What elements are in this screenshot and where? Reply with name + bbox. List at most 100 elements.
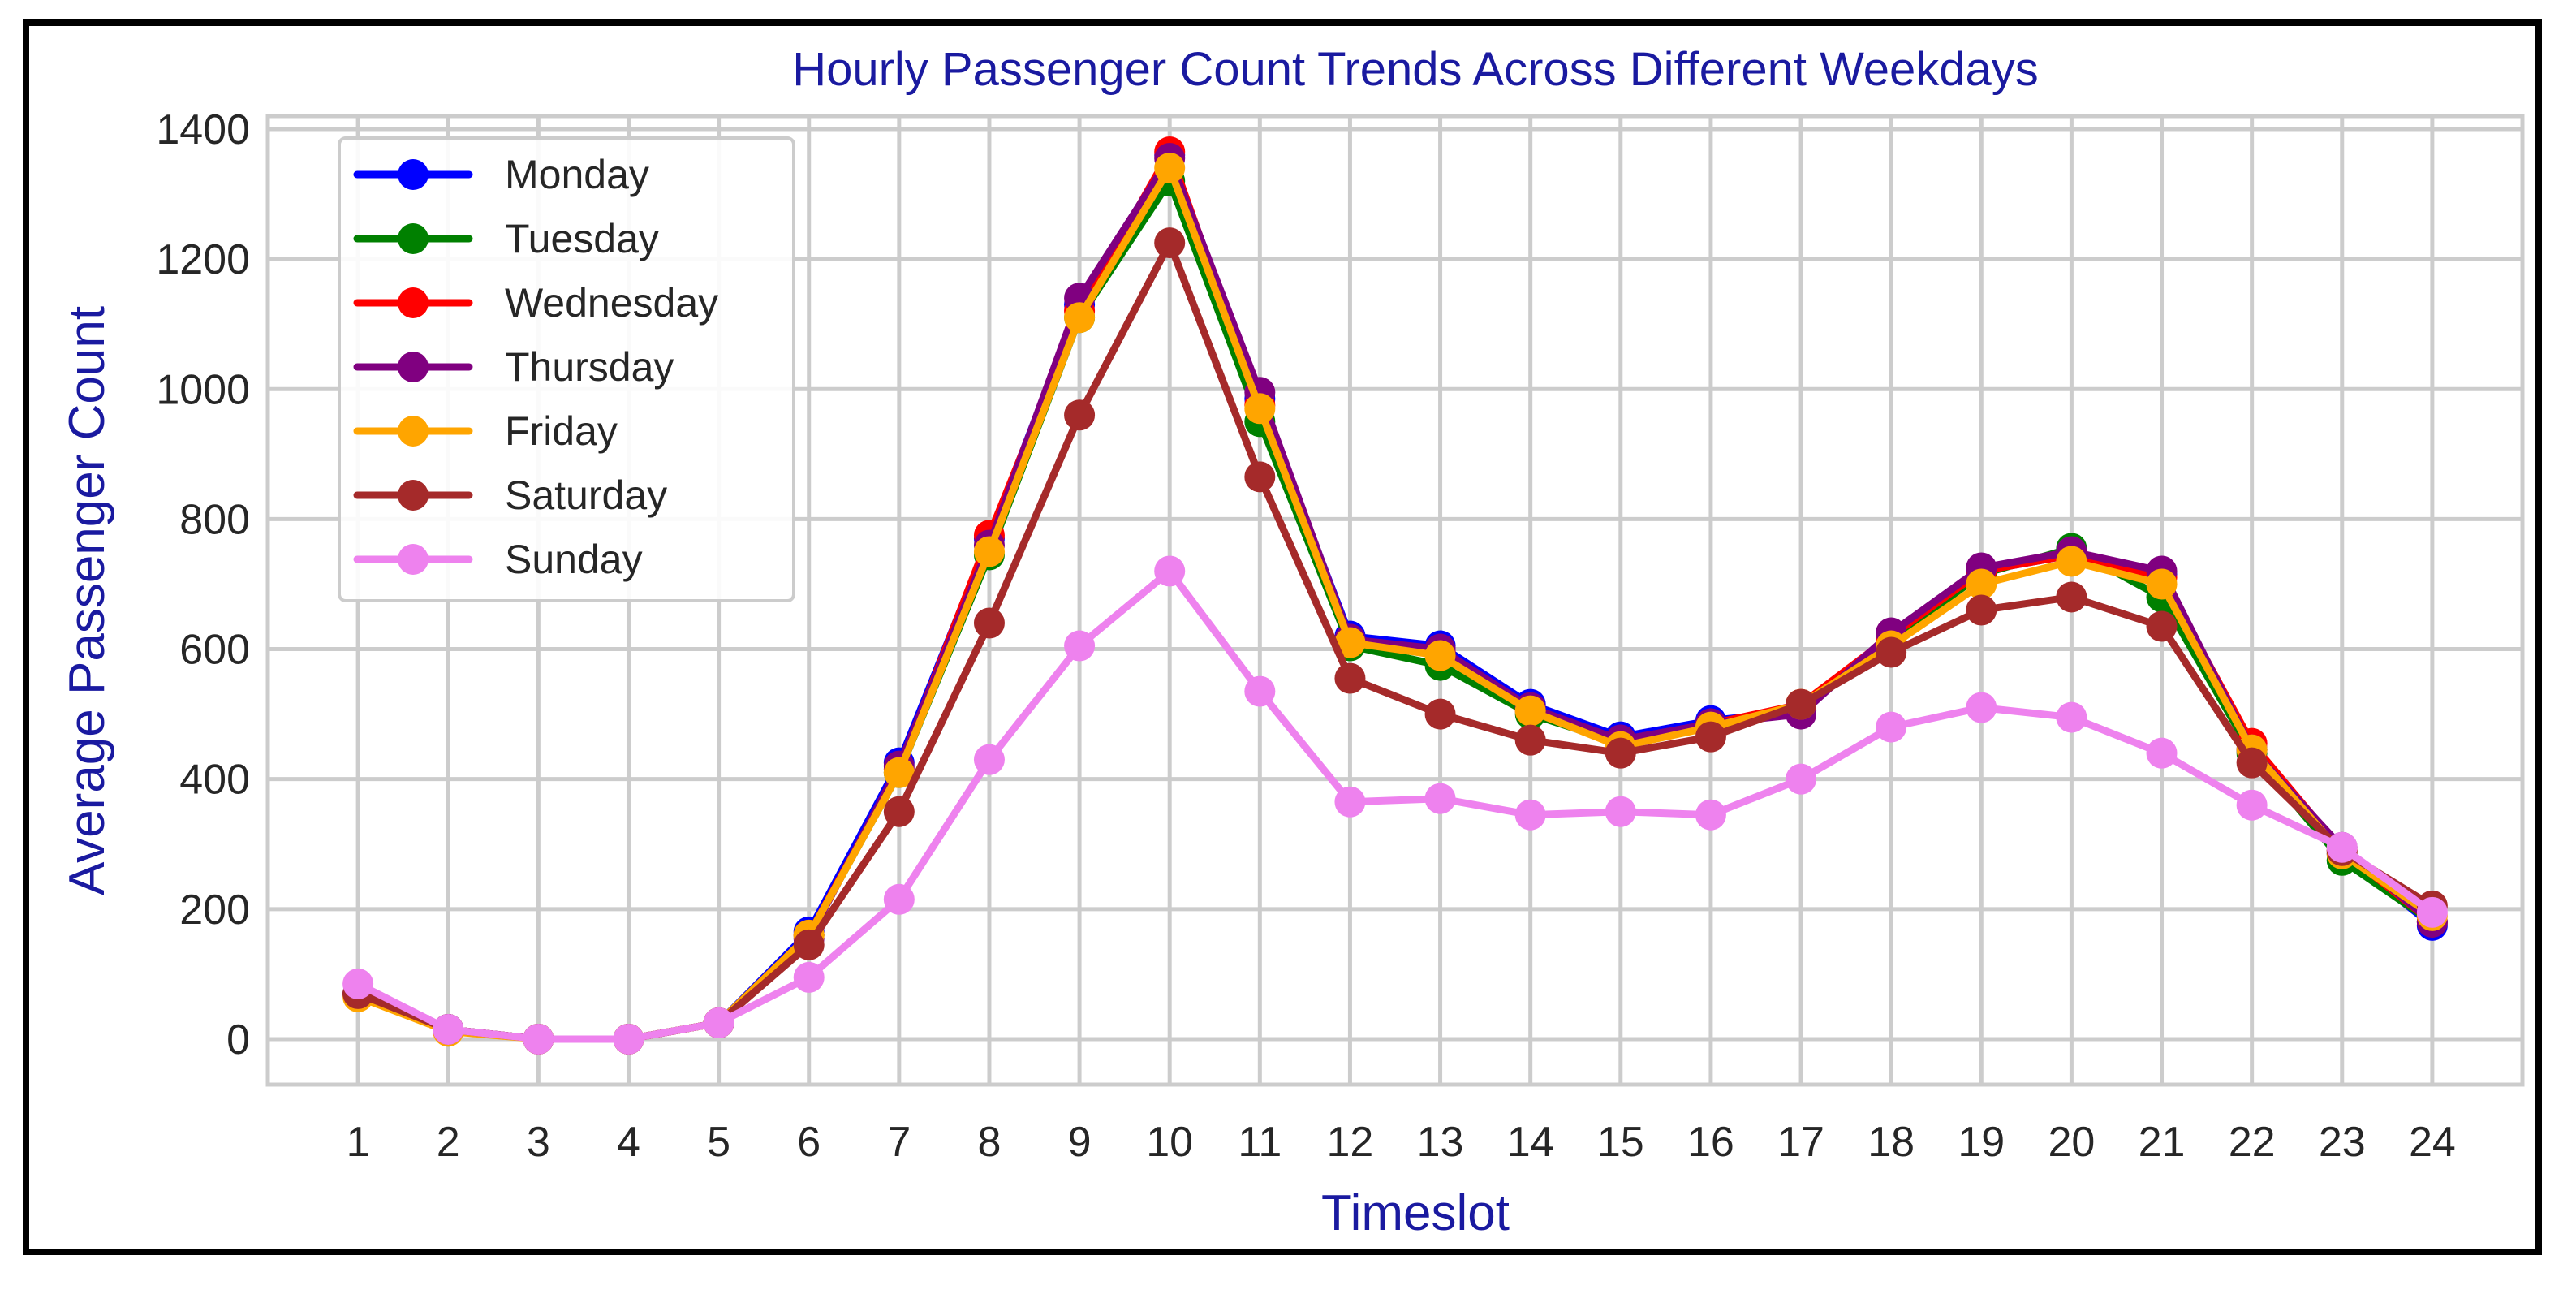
data-point [1154,555,1186,587]
legend-swatch-marker [398,416,429,447]
x-tick-label: 6 [797,1119,821,1166]
data-point [1244,675,1276,707]
data-point [1244,393,1276,425]
y-axis-label: Average Passenger Count [59,306,115,895]
data-point [1695,799,1726,831]
data-point [1154,227,1186,259]
y-axis-ticks: 0 200 400 600 800 1000 1200 1400 [156,106,250,1063]
data-point [883,757,915,788]
data-point [1514,799,1546,831]
legend-item: Saturday [353,472,667,518]
data-point [1064,302,1096,334]
data-point [1424,783,1456,814]
chart-title: Hourly Passenger Count Trends Across Dif… [792,43,2039,96]
y-tick-label: 400 [179,757,250,804]
x-axis-label: Timeslot [1321,1185,1510,1241]
data-point [1695,721,1726,753]
data-point [1514,695,1546,727]
data-point [883,883,915,915]
data-point [703,1007,734,1038]
legend-swatch-marker [398,287,429,318]
data-point [1514,724,1546,756]
legend-swatch-marker [398,159,429,190]
data-point [1966,692,1997,723]
data-point [1876,711,1907,743]
data-point [1424,640,1456,671]
legend-label: Tuesday [505,216,659,261]
data-point [1424,698,1456,730]
data-point [2326,831,2358,863]
legend-item: Sunday [353,537,643,582]
y-tick-label: 600 [179,627,250,674]
data-point [1605,796,1636,827]
legend-item: Friday [353,408,618,454]
legend-swatch-marker [398,480,429,511]
y-tick-label: 1400 [156,106,250,153]
x-tick-label: 7 [887,1119,911,1166]
data-point [342,968,374,999]
data-point [2146,568,2178,600]
x-tick-label: 15 [1597,1119,1644,1166]
data-point [973,744,1005,775]
data-point [2236,747,2268,779]
data-point [1154,153,1186,184]
data-point [1334,662,1366,694]
data-point [1966,594,1997,626]
data-point [523,1023,554,1055]
legend-label: Friday [505,408,618,454]
data-point [2056,581,2087,613]
data-point [1786,763,1817,795]
data-point [2146,737,2178,769]
legend-box [338,136,795,602]
legend: Monday Tuesday Wednesday Thursday Friday Satu… [338,136,795,602]
x-tick-label: 4 [617,1119,640,1166]
data-point [2416,896,2448,928]
x-tick-label: 13 [1417,1119,1464,1166]
legend-label: Thursday [505,344,674,390]
x-tick-label: 10 [1146,1119,1193,1166]
series-lines [342,136,2448,1055]
legend-swatch-marker [398,352,429,382]
data-point [1966,568,1997,600]
data-point [613,1023,644,1055]
x-tick-label: 23 [2319,1119,2366,1166]
x-axis-ticks: 1 2 3 4 5 6 7 8 9 10 11 12 13 14 15 16 17 18 19 20 21 22 23 24 [347,1119,2456,1166]
legend-item: Monday [353,152,649,197]
data-point [1064,630,1096,662]
x-tick-label: 2 [437,1119,460,1166]
x-tick-label: 17 [1777,1119,1824,1166]
x-tick-label: 20 [2048,1119,2095,1166]
data-point [973,607,1005,639]
y-tick-label: 800 [179,496,250,543]
data-point [2056,701,2087,733]
x-tick-label: 1 [347,1119,370,1166]
x-tick-label: 22 [2229,1119,2276,1166]
legend-swatch-marker [398,544,429,575]
legend-swatch-marker [398,223,429,254]
data-point [1334,786,1366,818]
x-tick-label: 3 [527,1119,550,1166]
x-tick-label: 8 [977,1119,1001,1166]
data-point [973,536,1005,567]
y-tick-label: 200 [179,887,250,934]
y-tick-label: 1200 [156,236,250,283]
series-sunday [342,555,2448,1055]
x-tick-label: 18 [1867,1119,1915,1166]
legend-label: Monday [505,152,649,197]
data-point [1244,461,1276,493]
data-point [2056,546,2087,577]
x-tick-label: 11 [1238,1119,1282,1166]
x-tick-label: 9 [1068,1119,1092,1166]
plot-area [265,114,2525,1087]
data-point [1334,627,1366,658]
y-tick-label: 0 [226,1016,250,1063]
x-tick-label: 24 [2409,1119,2456,1166]
x-tick-label: 21 [2139,1119,2186,1166]
data-point [1786,688,1817,720]
legend-label: Saturday [505,472,667,518]
data-point [1605,737,1636,769]
data-point [1064,399,1096,431]
legend-item: Thursday [353,344,674,390]
x-tick-label: 16 [1687,1119,1734,1166]
x-tick-label: 5 [707,1119,730,1166]
